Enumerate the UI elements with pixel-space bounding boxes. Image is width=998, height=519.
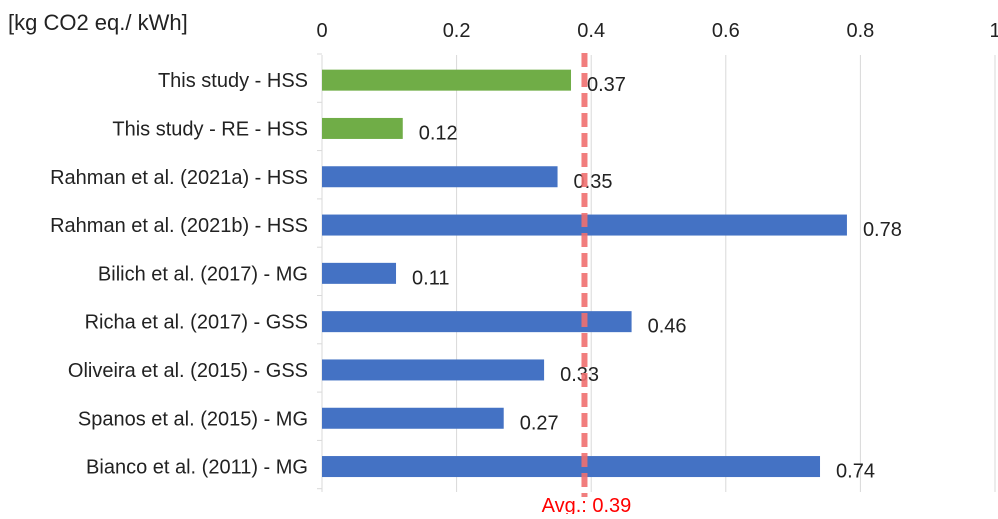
axis-unit-label: [kg CO2 eq./ kWh] — [8, 10, 188, 35]
data-label: 0.11 — [412, 267, 449, 289]
bar — [322, 407, 504, 429]
bar — [322, 359, 545, 381]
data-label: 0.37 — [587, 74, 626, 96]
x-tick-label: 0.8 — [846, 20, 874, 42]
x-tick-label: 0.6 — [712, 20, 740, 42]
data-label: 0.35 — [574, 171, 613, 193]
category-label: Spanos et al. (2015) - MG — [78, 408, 308, 430]
data-label: 0.46 — [648, 316, 687, 338]
data-label: 0.74 — [836, 461, 875, 483]
bar — [322, 262, 397, 284]
category-label: Oliveira et al. (2015) - GSS — [68, 360, 308, 382]
average-label: Avg.: 0.39 — [542, 495, 632, 514]
category-label: This study - HSS — [158, 70, 308, 92]
bar — [322, 117, 403, 139]
data-label: 0.27 — [520, 412, 559, 434]
data-label: 0.12 — [419, 122, 458, 144]
bar — [322, 311, 632, 333]
x-tick-label: 0.4 — [577, 20, 605, 42]
category-label: Rahman et al. (2021b) - HSS — [50, 215, 308, 237]
category-label: Bilich et al. (2017) - MG — [98, 263, 308, 285]
bar — [322, 166, 558, 188]
x-tick-label: 0 — [316, 20, 327, 42]
category-label: Richa et al. (2017) - GSS — [85, 312, 308, 334]
category-label: This study - RE - HSS — [112, 118, 308, 140]
bar — [322, 69, 572, 91]
category-label: Rahman et al. (2021a) - HSS — [50, 167, 308, 189]
data-label: 0.33 — [560, 364, 599, 386]
data-label: 0.78 — [863, 219, 902, 241]
bar — [322, 456, 821, 478]
category-label: Bianco et al. (2011) - MG — [86, 457, 308, 479]
x-tick-label: 1 — [989, 20, 998, 42]
x-tick-label: 0.2 — [443, 20, 471, 42]
